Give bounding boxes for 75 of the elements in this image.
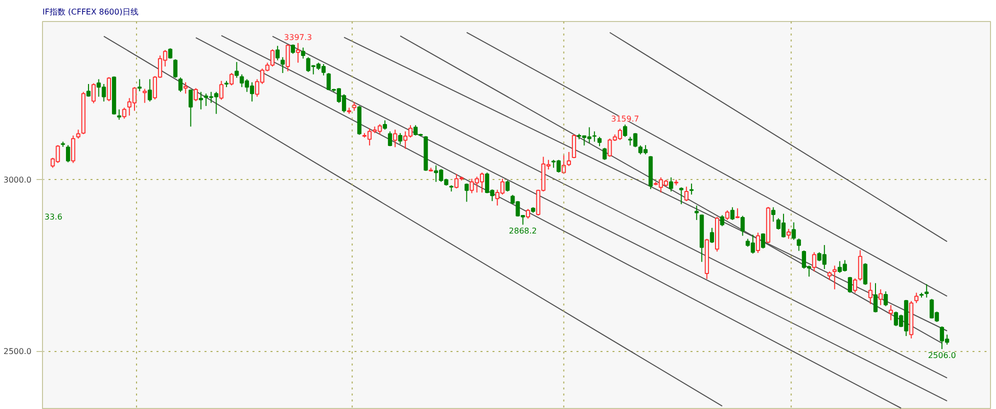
candlestick — [117, 108, 122, 120]
annotation: 2868.2 — [508, 226, 537, 236]
candlestick — [398, 132, 402, 145]
candlestick — [296, 42, 300, 64]
candlestick — [796, 238, 801, 252]
candlestick — [720, 214, 724, 227]
candlestick — [71, 134, 76, 164]
candlestick — [230, 72, 234, 86]
candlestick — [234, 62, 239, 78]
candlestick — [178, 76, 183, 92]
candlestick — [858, 250, 862, 282]
annotation: 2506.0 — [928, 351, 956, 360]
chart-title: IF指数 (CFFEX 8600)日线 — [42, 8, 138, 16]
candlestick — [761, 232, 766, 249]
candlestick — [771, 206, 776, 222]
candlestick — [562, 154, 566, 174]
candlestick — [382, 120, 387, 130]
candlestick — [572, 134, 576, 159]
candlestick — [888, 304, 893, 321]
candlestick — [86, 83, 91, 98]
candlestick — [66, 144, 70, 163]
candlestick — [148, 78, 152, 102]
candlestick — [689, 183, 694, 196]
candlestick — [122, 107, 126, 120]
candlestick — [194, 88, 198, 102]
candlestick — [106, 76, 112, 102]
candlestick — [173, 58, 178, 78]
candlestick — [276, 45, 280, 61]
candlestick — [710, 227, 714, 244]
candlestick — [566, 151, 571, 167]
candlestick — [184, 82, 188, 94]
candlestick — [301, 47, 306, 60]
candlestick — [138, 78, 142, 92]
candlestick — [393, 129, 398, 148]
candlestick — [725, 210, 730, 220]
candlestick — [684, 186, 689, 202]
candlestick — [198, 91, 204, 110]
candlestick — [505, 180, 510, 192]
candlestick — [740, 215, 745, 236]
candlestick — [464, 183, 469, 202]
candlestick — [730, 206, 735, 220]
candlestick — [792, 222, 796, 240]
candlestick — [786, 228, 791, 240]
candlestick — [679, 186, 684, 205]
candlestick — [694, 205, 699, 220]
candlestick — [290, 44, 295, 54]
candlestick — [848, 276, 852, 294]
candlestick — [878, 288, 883, 306]
candlestick — [142, 88, 147, 104]
annotation: 33.6 — [44, 212, 62, 222]
candlestick — [597, 136, 602, 147]
candlestick — [812, 252, 816, 272]
annotation: 3397.3 — [284, 33, 312, 42]
candlestick — [669, 176, 674, 192]
candlestick — [914, 292, 918, 304]
candlestick — [832, 265, 837, 290]
candlestick — [388, 130, 392, 147]
annotation: 3159.7 — [611, 114, 640, 124]
candlestick — [286, 44, 290, 72]
candlestick — [868, 282, 872, 305]
candlestick — [924, 284, 929, 298]
candlestick — [623, 124, 628, 138]
candlestick — [602, 147, 607, 160]
candlestick — [219, 80, 224, 100]
candlestick — [884, 290, 888, 307]
candlestick — [280, 56, 285, 74]
candlestick — [188, 88, 193, 128]
candlestick — [863, 262, 868, 286]
candlestick — [92, 82, 96, 104]
candlestick — [756, 232, 760, 254]
y-tick-label: 2500.0 — [4, 347, 32, 356]
candlestick — [526, 208, 530, 220]
candlestick — [873, 282, 878, 313]
y-tick-label: 3000.0 — [4, 175, 32, 184]
candlestick — [852, 278, 858, 294]
